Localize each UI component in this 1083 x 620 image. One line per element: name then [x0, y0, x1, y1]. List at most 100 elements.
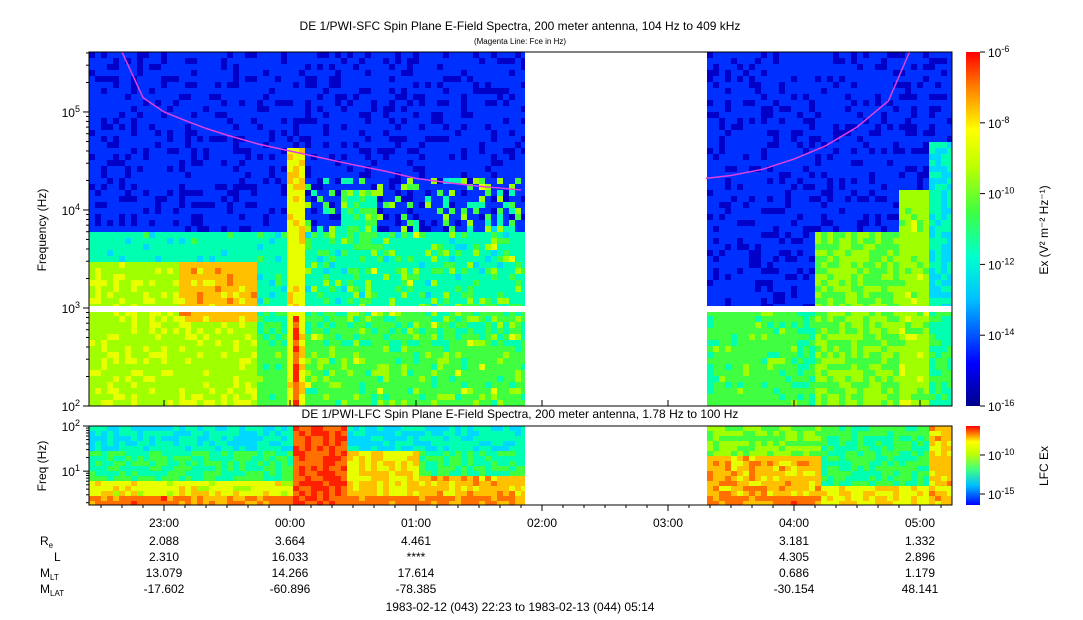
top-spectrogram-cell — [173, 334, 179, 340]
top-spectrogram-cell — [143, 280, 149, 286]
top-spectrogram-cell — [731, 268, 737, 274]
top-spectrogram-cell — [191, 178, 197, 184]
top-spectrogram-cell — [467, 256, 473, 262]
top-spectrogram-cell — [137, 370, 143, 376]
top-spectrogram-cell — [449, 340, 455, 346]
top-spectrogram-cell — [263, 88, 269, 94]
top-spectrogram-cell — [299, 112, 305, 118]
top-spectrogram-cell — [395, 376, 401, 382]
top-spectrogram-cell — [263, 334, 269, 340]
top-spectrogram-cell — [503, 160, 509, 166]
top-spectrogram-cell — [185, 316, 191, 322]
top-spectrogram-cell — [731, 280, 737, 286]
top-spectrogram-cell — [755, 148, 761, 154]
top-spectrogram-cell — [209, 196, 215, 202]
top-spectrogram-cell — [455, 382, 461, 388]
top-spectrogram-cell — [251, 154, 257, 160]
top-spectrogram-cell — [767, 310, 773, 316]
top-spectrogram-cell — [353, 274, 359, 280]
top-spectrogram-cell — [437, 298, 443, 304]
top-spectrogram-cell — [317, 256, 323, 262]
top-spectrogram-cell — [143, 370, 149, 376]
top-spectrogram-cell — [773, 238, 779, 244]
top-spectrogram-cell — [467, 100, 473, 106]
top-spectrogram-cell — [209, 400, 215, 406]
top-spectrogram-cell — [383, 166, 389, 172]
top-spectrogram-cell — [515, 178, 521, 184]
top-spectrogram-cell — [155, 82, 161, 88]
top-spectrogram-cell — [113, 280, 119, 286]
top-spectrogram-cell — [311, 94, 317, 100]
top-spectrogram-cell — [437, 184, 443, 190]
top-spectrogram-cell — [221, 88, 227, 94]
top-spectrogram-cell — [179, 340, 185, 346]
top-spectrogram-cell — [359, 250, 365, 256]
top-spectrogram-cell — [383, 352, 389, 358]
top-spectrogram-cell — [365, 394, 371, 400]
top-spectrogram-cell — [317, 118, 323, 124]
top-spectrogram-cell — [311, 148, 317, 154]
top-spectrogram-cell — [323, 112, 329, 118]
top-spectrogram-cell — [203, 244, 209, 250]
top-spectrogram-cell — [263, 328, 269, 334]
top-spectrogram-cell — [731, 370, 737, 376]
top-spectrogram-cell — [275, 316, 281, 322]
top-spectrogram-cell — [401, 196, 407, 202]
top-spectrogram-cell — [335, 340, 341, 346]
top-spectrogram-cell — [239, 226, 245, 232]
top-spectrogram-cell — [401, 382, 407, 388]
top-spectrogram-cell — [467, 388, 473, 394]
top-spectrogram-cell — [137, 112, 143, 118]
top-spectrogram-cell — [107, 274, 113, 280]
top-spectrogram-cell — [407, 334, 413, 340]
top-spectrogram-cell — [143, 190, 149, 196]
top-spectrogram-cell — [509, 208, 515, 214]
top-spectrogram-cell — [305, 286, 311, 292]
top-spectrogram-cell — [167, 190, 173, 196]
top-spectrogram-cell — [455, 190, 461, 196]
top-spectrogram-cell — [371, 64, 377, 70]
top-spectrogram-cell — [365, 106, 371, 112]
top-spectrogram-cell — [461, 400, 467, 406]
top-spectrogram-cell — [455, 334, 461, 340]
top-spectrogram-cell — [491, 208, 497, 214]
top-spectrogram-cell — [311, 358, 317, 364]
top-spectrogram-cell — [377, 220, 383, 226]
top-spectrogram-cell — [407, 202, 413, 208]
top-spectrogram-cell — [185, 382, 191, 388]
top-spectrogram-cell — [113, 94, 119, 100]
top-spectrogram-cell — [155, 202, 161, 208]
top-spectrogram-cell — [377, 232, 383, 238]
top-spectrogram-cell — [359, 220, 365, 226]
top-spectrogram-cell — [743, 250, 749, 256]
top-spectrogram-cell — [443, 88, 449, 94]
top-spectrogram-cell — [485, 160, 491, 166]
top-spectrogram-cell — [131, 136, 137, 142]
top-spectrogram-cell — [299, 166, 305, 172]
top-spectrogram-cell — [401, 136, 407, 142]
top-spectrogram-cell — [137, 196, 143, 202]
top-spectrogram-cell — [347, 388, 353, 394]
top-spectrogram-cell — [251, 178, 257, 184]
top-spectrogram-cell — [347, 214, 353, 220]
top-spectrogram-cell — [491, 190, 497, 196]
top-spectrogram-cell — [359, 328, 365, 334]
top-spectrogram-cell — [317, 124, 323, 130]
top-spectrogram-cell — [149, 328, 155, 334]
top-spectrogram-cell — [107, 250, 113, 256]
top-spectrogram-cell — [185, 208, 191, 214]
top-spectrogram-cell — [761, 190, 767, 196]
top-spectrogram-cell — [131, 124, 137, 130]
top-spectrogram-cell — [95, 202, 101, 208]
top-spectrogram-cell — [431, 394, 437, 400]
top-spectrogram-cell — [491, 316, 497, 322]
top-spectrogram-cell — [125, 400, 131, 406]
top-spectrogram-cell — [749, 88, 755, 94]
top-spectrogram-cell — [479, 76, 485, 82]
top-spectrogram-cell — [341, 76, 347, 82]
top-spectrogram-cell — [239, 172, 245, 178]
top-spectrogram-cell — [191, 142, 197, 148]
top-spectrogram-cell — [335, 196, 341, 202]
top-spectrogram-cell — [227, 310, 233, 316]
top-spectrogram-cell — [269, 94, 275, 100]
